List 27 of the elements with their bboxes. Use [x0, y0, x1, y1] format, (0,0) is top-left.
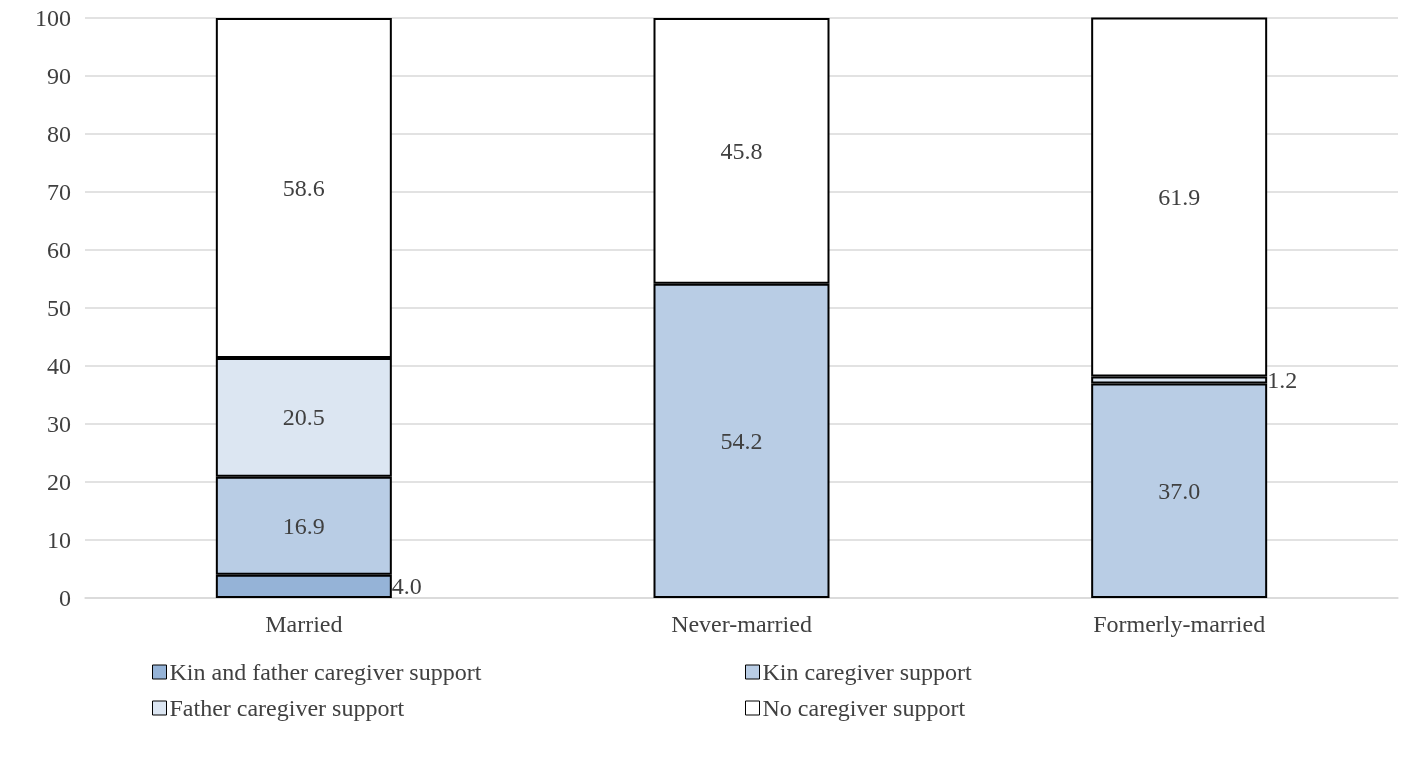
y-tick-label: 70	[47, 179, 71, 205]
legend-label: Father caregiver support	[169, 695, 405, 721]
data-label: 20.5	[282, 404, 325, 431]
data-label: 37.0	[1158, 477, 1201, 504]
data-label: 58.6	[282, 174, 325, 201]
y-tick-label: 100	[35, 5, 71, 31]
y-tick-label: 50	[47, 295, 71, 321]
y-tick-label: 90	[47, 63, 71, 89]
y-tick-label: 40	[47, 353, 71, 379]
legend-label: No caregiver support	[762, 695, 966, 721]
x-tick-label: Formerly-married	[1093, 611, 1266, 637]
data-label: 4.0	[391, 573, 422, 600]
data-label: 45.8	[720, 137, 763, 164]
data-label: 16.9	[282, 512, 325, 539]
legend-label: Kin and father caregiver support	[169, 659, 482, 685]
data-label: 1.2	[1267, 366, 1298, 393]
x-tick-label: Never-married	[671, 611, 812, 637]
y-tick-label: 0	[59, 585, 71, 611]
y-tick-label: 10	[47, 527, 71, 553]
data-label: 61.9	[1158, 183, 1201, 210]
legend-label: Kin caregiver support	[762, 659, 973, 685]
x-tick-label: Married	[265, 611, 343, 637]
y-tick-label: 30	[47, 411, 71, 437]
y-tick-label: 20	[47, 469, 71, 495]
y-tick-label: 80	[47, 121, 71, 147]
y-tick-label: 60	[47, 237, 71, 263]
data-label: 54.2	[720, 427, 763, 454]
